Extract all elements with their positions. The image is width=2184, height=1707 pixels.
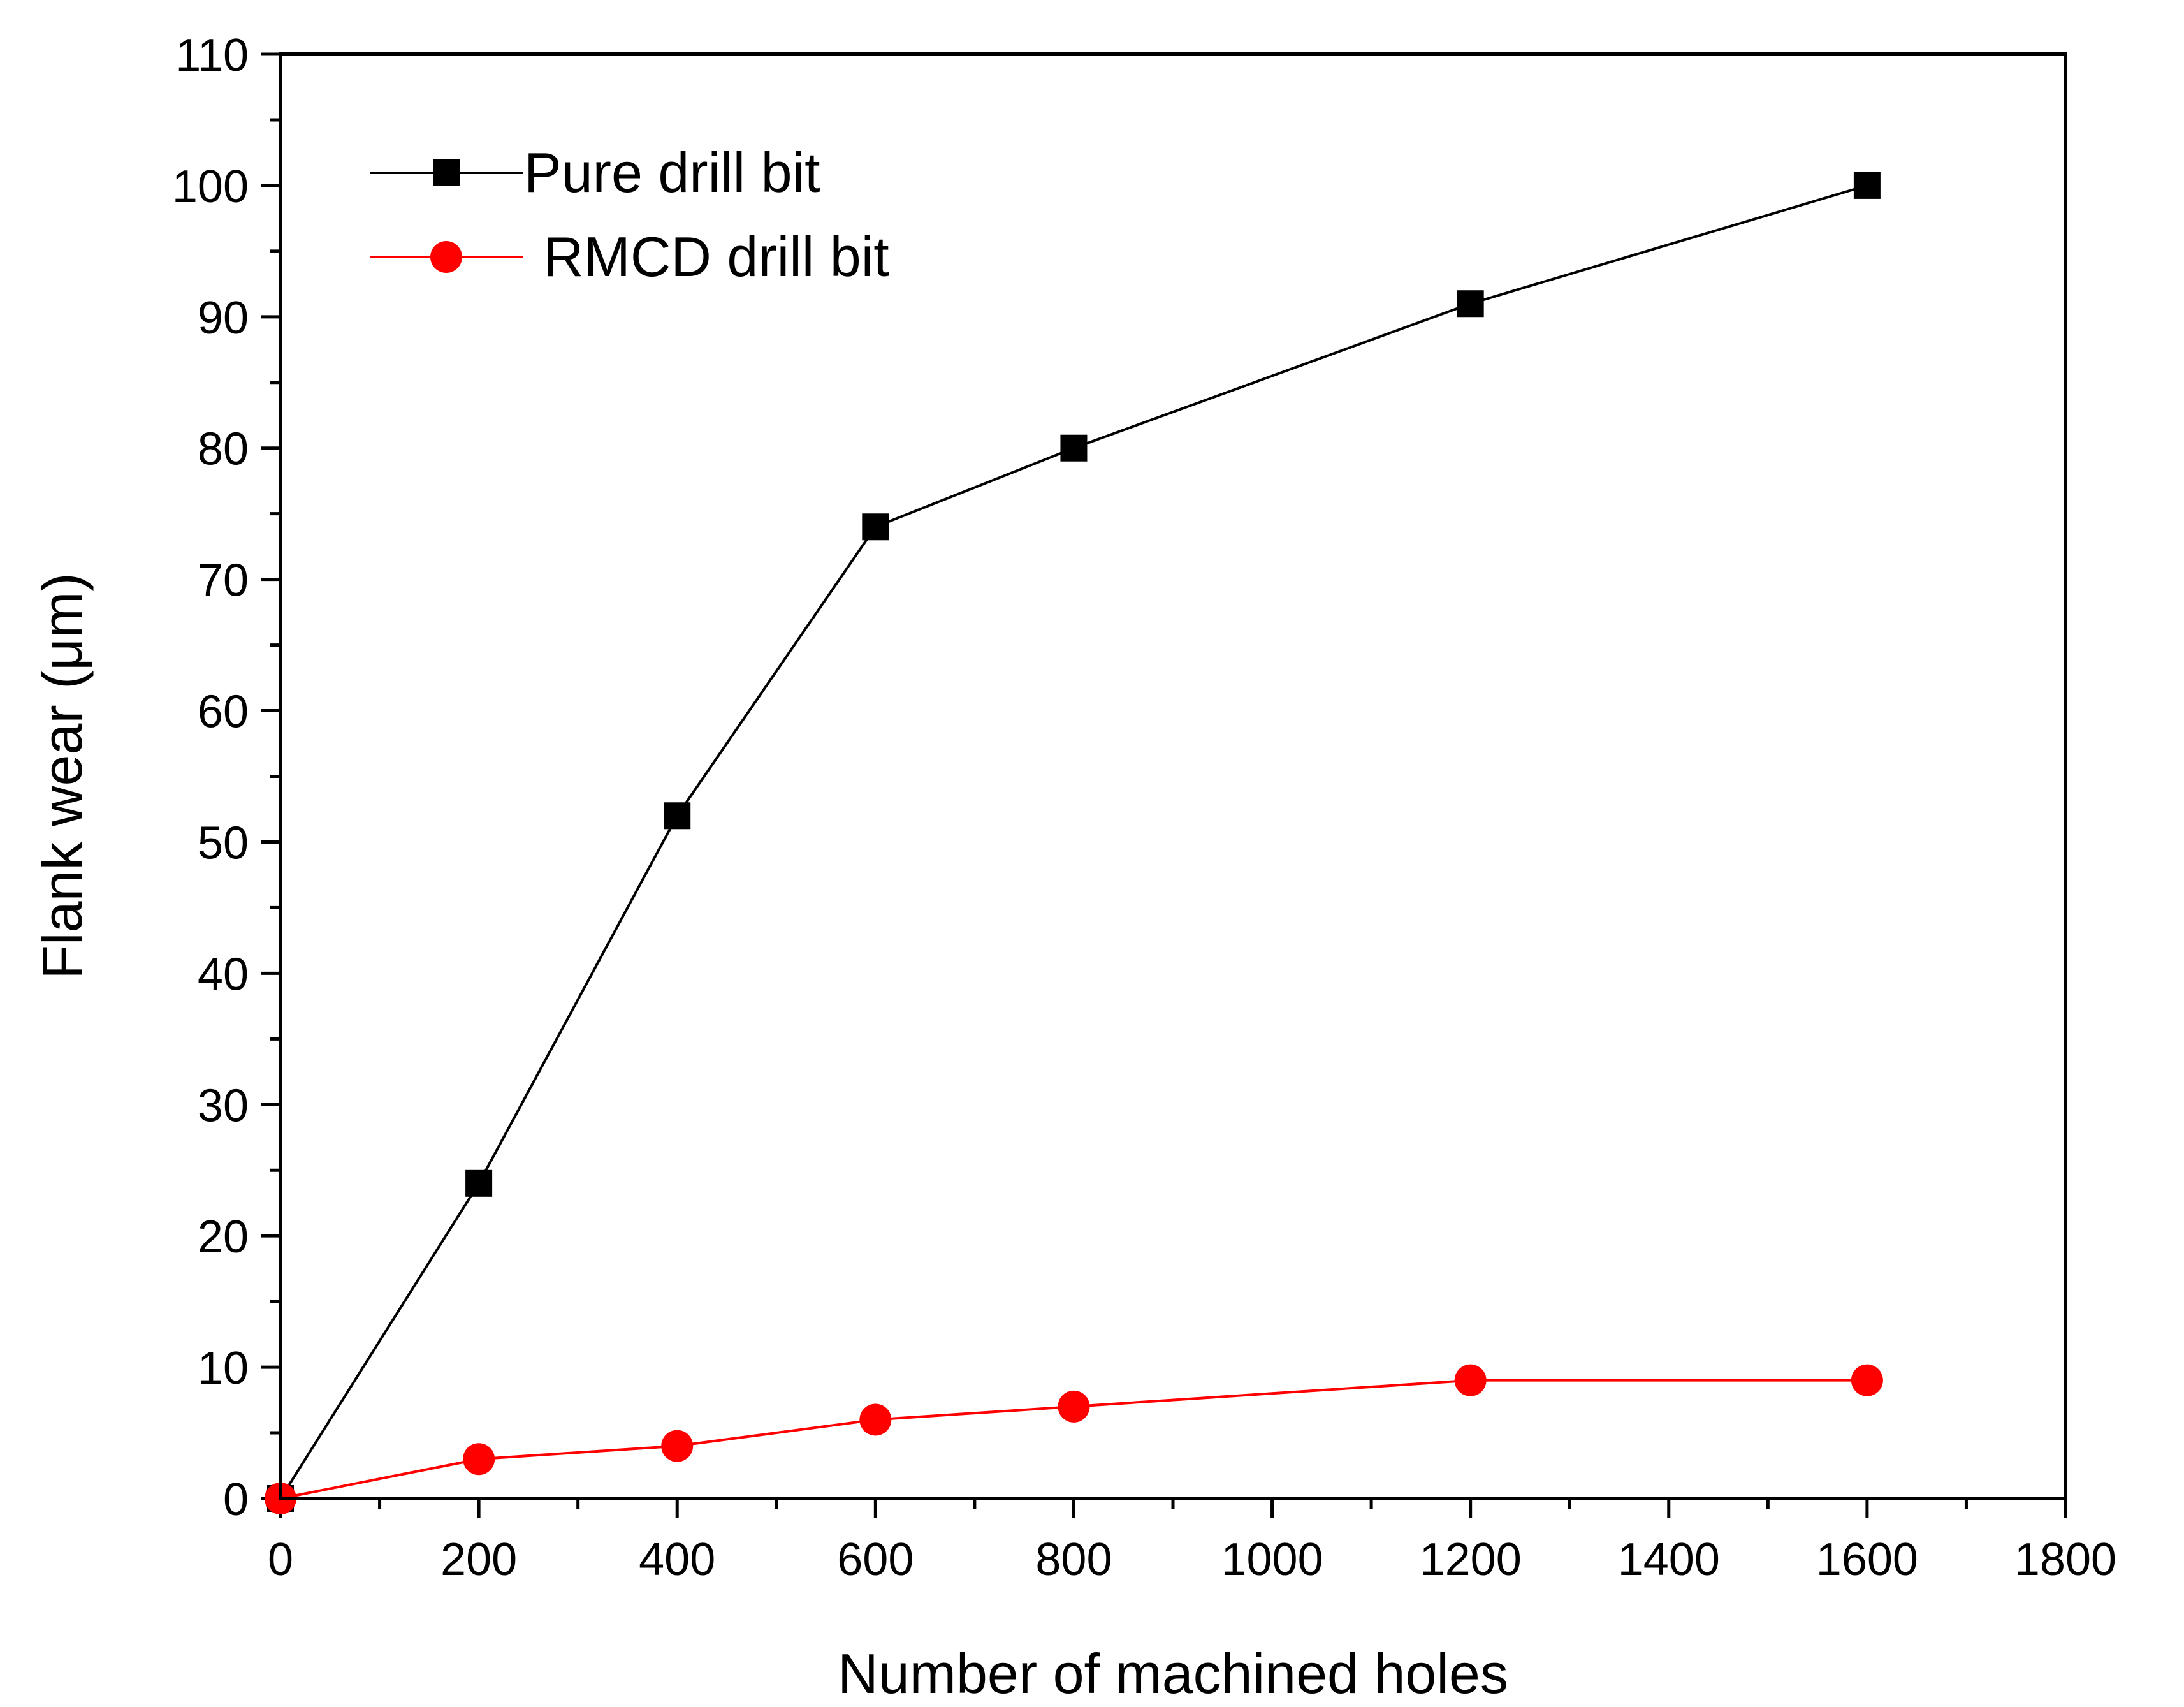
x-axis-title: Number of machined holes — [838, 1642, 1508, 1705]
data-point — [862, 513, 889, 541]
legend-label: RMCD drill bit — [543, 225, 889, 288]
data-point — [465, 1169, 493, 1197]
y-axis-title: Flank wear (μm) — [31, 573, 94, 979]
legend-label: Pure drill bit — [524, 141, 820, 204]
data-point — [1060, 434, 1088, 462]
data-point — [661, 1430, 694, 1462]
y-tick-label: 50 — [198, 817, 249, 868]
legend: Pure drill bit RMCD drill bit — [370, 141, 889, 288]
x-tick-label: 200 — [440, 1534, 517, 1585]
data-point — [859, 1403, 892, 1436]
axes: 0 200 400 600 800 1000 1200 1400 1600 1800 0 10 20 30… — [172, 30, 2116, 1585]
x-tick-label: 0 — [268, 1534, 293, 1585]
y-tick-label: 100 — [172, 161, 249, 212]
x-tick-label: 1600 — [1816, 1534, 1918, 1585]
y-tick-label: 20 — [198, 1212, 249, 1263]
series-layer — [265, 172, 1883, 1514]
legend-marker — [433, 159, 460, 186]
series-rmcd-drill-bit — [265, 1364, 1883, 1514]
x-tick-label: 1000 — [1221, 1534, 1323, 1585]
plot-frame — [279, 52, 2067, 1500]
data-point — [1853, 172, 1881, 199]
data-point — [463, 1443, 495, 1476]
y-tick-label: 90 — [198, 293, 249, 344]
data-point — [1851, 1364, 1883, 1396]
legend-item: RMCD drill bit — [370, 225, 889, 288]
y-tick-label: 0 — [223, 1474, 249, 1525]
data-point — [1457, 290, 1484, 318]
x-tick-label: 1200 — [1420, 1534, 1522, 1585]
data-point — [1454, 1364, 1487, 1396]
legend-item: Pure drill bit — [370, 141, 820, 204]
legend-marker — [430, 241, 462, 273]
data-point — [1058, 1390, 1090, 1423]
y-tick-label: 110 — [175, 30, 249, 81]
y-tick-label: 70 — [198, 555, 249, 606]
data-point — [664, 802, 691, 830]
y-tick-label: 80 — [198, 424, 249, 475]
x-tick-label: 1400 — [1618, 1534, 1720, 1585]
x-tick-label: 1800 — [2014, 1534, 2116, 1585]
y-tick-label: 40 — [198, 949, 249, 1000]
y-tick-label: 60 — [198, 687, 249, 738]
x-tick-label: 400 — [639, 1534, 715, 1585]
x-tick-label: 800 — [1035, 1534, 1112, 1585]
y-tick-label: 30 — [198, 1080, 249, 1131]
x-tick-label: 600 — [837, 1534, 914, 1585]
y-tick-label: 10 — [198, 1343, 249, 1394]
